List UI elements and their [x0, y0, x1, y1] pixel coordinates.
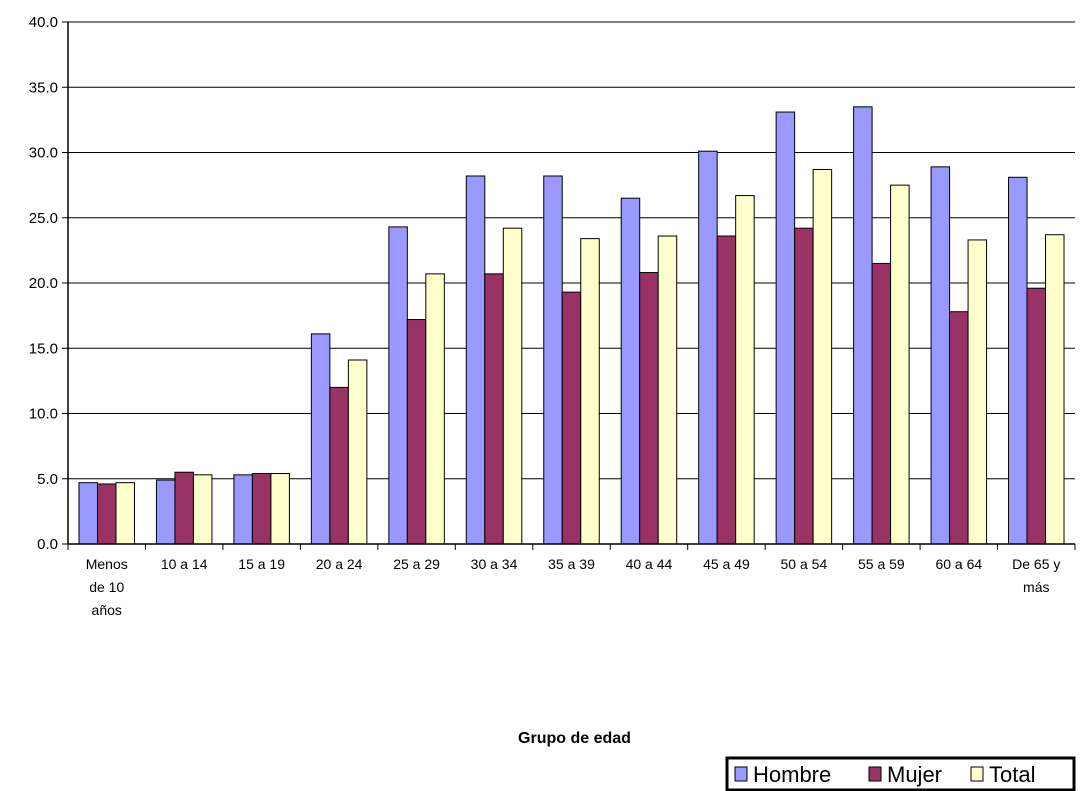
bar-total [580, 238, 600, 545]
bar-mujer [1026, 287, 1047, 545]
x-tick-label: más [1023, 579, 1049, 595]
bar-mujer [251, 473, 272, 545]
bar-hombre [78, 482, 98, 545]
bar-total [502, 227, 523, 545]
bar-hombre [543, 175, 563, 545]
y-tick-label: 5.0 [37, 471, 58, 488]
bar-hombre [775, 111, 796, 545]
bars [78, 106, 1065, 545]
bar-mujer [174, 471, 194, 545]
bar-hombre [388, 226, 408, 545]
bar-total [812, 168, 833, 545]
y-axis: 0.0 5.0 10.0 15.0 20.0 25.0 30.0 35.0 40.0 [29, 14, 69, 553]
bar-hombre [155, 479, 176, 545]
bar-mujer [406, 319, 427, 545]
x-tick-label: Menos [86, 556, 128, 572]
bar-hombre [310, 333, 331, 545]
bar-mujer [329, 386, 349, 545]
legend-swatch-total [970, 766, 984, 782]
bar-hombre [930, 166, 951, 545]
bar-mujer [639, 272, 659, 545]
bar-hombre [853, 106, 873, 545]
y-tick-label: 10.0 [29, 406, 58, 423]
bar-total [735, 195, 755, 545]
bar-total [890, 184, 910, 545]
x-tick-label: 40 a 44 [626, 556, 673, 572]
legend-label-mujer: Mujer [887, 762, 942, 787]
x-tick-label: 35 a 39 [548, 556, 595, 572]
y-tick-label: 15.0 [29, 340, 58, 357]
x-tick-label: 15 a 19 [238, 556, 285, 572]
bar-mujer [484, 273, 504, 545]
x-tick-label: 50 a 54 [781, 556, 828, 572]
x-tick-label: 55 a 59 [858, 556, 905, 572]
legend-label-hombre: Hombre [753, 762, 831, 787]
legend-swatch-mujer [868, 766, 882, 782]
x-axis: Menos de 10 años 10 a 14 15 a 19 20 a 24 25 a … [67, 543, 1076, 618]
bar-mujer [96, 483, 117, 545]
bar-total [657, 235, 678, 545]
x-tick-label: 60 a 64 [935, 556, 982, 572]
legend-swatch-hombre [734, 766, 748, 782]
x-tick-label: 45 a 49 [703, 556, 750, 572]
x-tick-label: años [92, 602, 122, 618]
y-tick-label: 0.0 [37, 536, 58, 553]
bar-total [270, 473, 290, 545]
bar-total [347, 359, 368, 545]
bar-hombre [698, 150, 718, 545]
x-tick-label: de 10 [89, 579, 124, 595]
x-tick-label: De 65 y [1012, 556, 1060, 572]
bar-total [967, 239, 988, 545]
bar-mujer [871, 262, 892, 545]
x-tick-label: 20 a 24 [316, 556, 363, 572]
bar-total [425, 273, 445, 545]
y-tick-label: 35.0 [29, 79, 58, 96]
legend-box [725, 756, 1076, 791]
legend: Hombre Mujer Total [725, 756, 1076, 791]
bar-total [192, 474, 213, 545]
x-tick-label: 10 a 14 [161, 556, 208, 572]
bar-hombre [465, 175, 486, 545]
bar-mujer [949, 311, 969, 545]
bar-hombre [620, 197, 641, 545]
bar-hombre [233, 474, 253, 545]
x-axis-title: Grupo de edad [518, 730, 631, 747]
y-tick-label: 30.0 [29, 145, 58, 162]
y-tick-label: 25.0 [29, 210, 58, 227]
bar-total [115, 482, 135, 545]
bar-mujer [561, 291, 582, 545]
bar-mujer [794, 227, 814, 545]
y-tick-label: 20.0 [29, 275, 58, 292]
x-tick-label: 25 a 29 [393, 556, 440, 572]
bar-mujer [716, 235, 737, 545]
y-tick-label: 40.0 [29, 14, 58, 31]
legend-label-total: Total [989, 762, 1035, 787]
x-tick-label: 30 a 34 [471, 556, 518, 572]
bar-hombre [1008, 176, 1028, 545]
bar-total [1045, 234, 1065, 545]
